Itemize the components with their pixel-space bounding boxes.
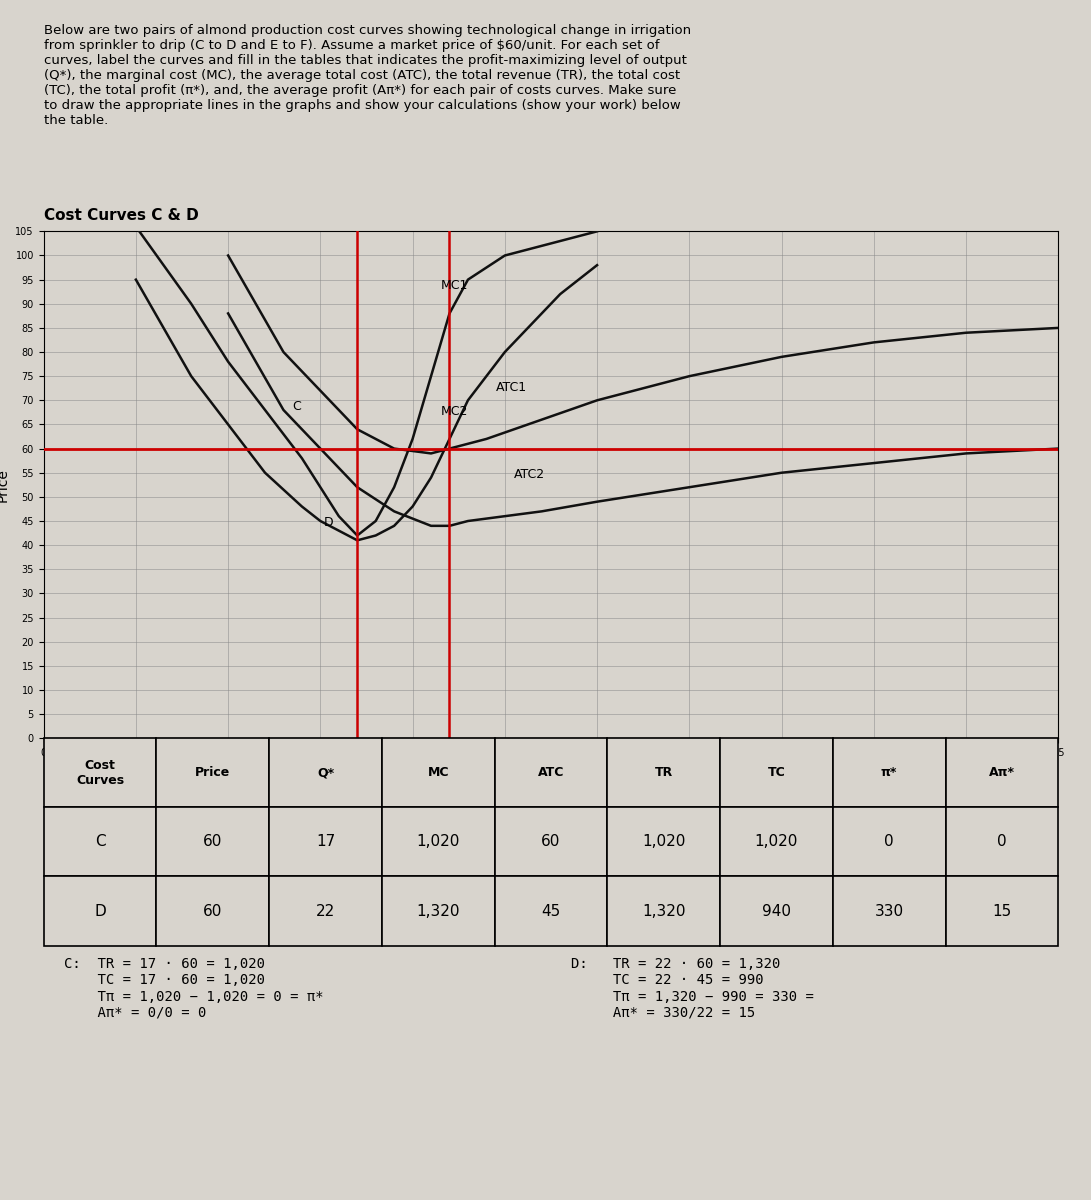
Text: Below are two pairs of almond production cost curves showing technological chang: Below are two pairs of almond production…	[44, 24, 691, 127]
Text: MC1: MC1	[441, 280, 468, 293]
Text: D:   TR = 22 · 60 = 1,320
     TC = 22 · 45 = 990
     Tπ = 1,320 − 990 = 330 =
: D: TR = 22 · 60 = 1,320 TC = 22 · 45 = 9…	[572, 958, 814, 1020]
Y-axis label: Price: Price	[0, 468, 10, 502]
Text: ATC2: ATC2	[514, 468, 546, 480]
Text: D: D	[324, 516, 334, 529]
Text: ATC1: ATC1	[495, 380, 527, 394]
X-axis label: Quantity: Quantity	[520, 763, 582, 778]
Text: C:  TR = 17 · 60 = 1,020
    TC = 17 · 60 = 1,020
    Tπ = 1,020 − 1,020 = 0 = π: C: TR = 17 · 60 = 1,020 TC = 17 · 60 = 1…	[64, 958, 324, 1020]
Text: C: C	[292, 400, 301, 413]
Text: MC2: MC2	[441, 404, 468, 418]
Text: Cost Curves C & D: Cost Curves C & D	[44, 209, 199, 223]
